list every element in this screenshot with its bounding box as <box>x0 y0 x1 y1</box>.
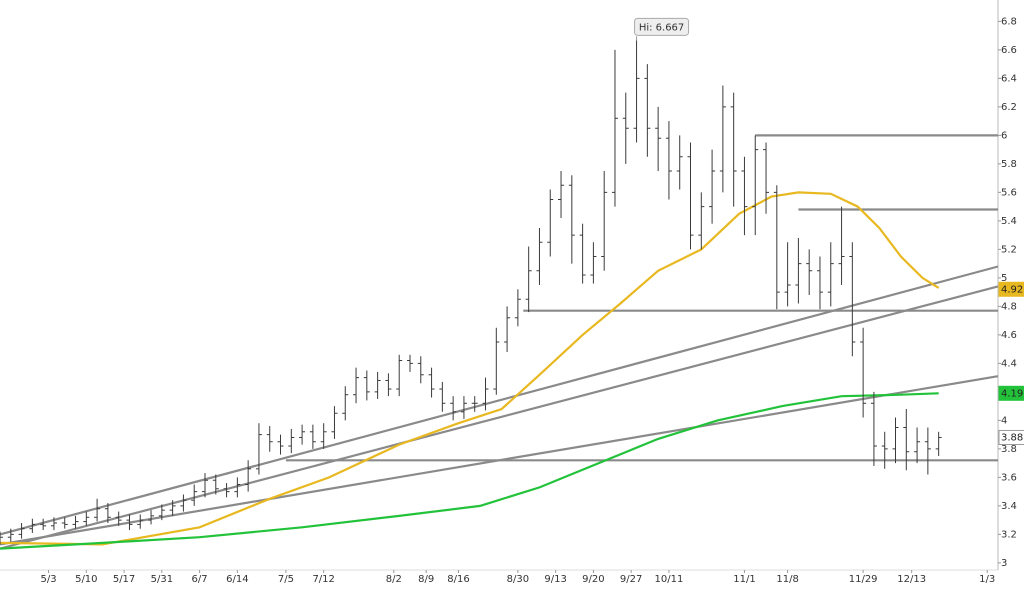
y-tick-label: 4 <box>1001 415 1007 426</box>
trend-line <box>0 285 999 550</box>
trend-line <box>0 375 999 546</box>
moving-average <box>0 392 939 550</box>
x-tick-label: 8/30 <box>507 574 529 585</box>
y-tick-label: 4.6 <box>1001 330 1017 341</box>
last-value-label: 4.19 <box>1001 388 1023 399</box>
x-tick-label: 9/20 <box>582 574 604 585</box>
x-tick-label: 5/3 <box>41 574 57 585</box>
y-tick-label: 4.8 <box>1001 301 1017 312</box>
x-tick-label: 11/29 <box>849 574 878 585</box>
y-tick-label: 6.2 <box>1001 102 1017 113</box>
x-tick-label: 8/9 <box>418 574 434 585</box>
y-tick-label: 6 <box>1001 130 1007 141</box>
moving-average <box>0 191 940 546</box>
y-tick-label: 3 <box>1001 558 1007 569</box>
y-tick-label: 3.2 <box>1001 529 1017 540</box>
y-tick-label: 6.6 <box>1001 45 1017 56</box>
x-tick-label: 9/27 <box>620 574 642 585</box>
x-tick-label: 5/17 <box>113 574 135 585</box>
x-tick-label: 5/10 <box>75 574 97 585</box>
y-tick-label: 5.2 <box>1001 244 1017 255</box>
x-tick-label: 9/13 <box>544 574 566 585</box>
last-value-box <box>998 429 1024 445</box>
last-value-box <box>998 385 1024 401</box>
y-tick-label: 3.8 <box>1001 444 1017 455</box>
last-value-label: 3.88 <box>1001 432 1023 443</box>
x-tick-label: 5/31 <box>151 574 173 585</box>
x-tick-label: 11/8 <box>776 574 798 585</box>
x-tick-label: 7/5 <box>278 574 294 585</box>
x-tick-label: 11/1 <box>733 574 755 585</box>
y-tick-label: 4.4 <box>1001 358 1017 369</box>
x-tick-label: 12/13 <box>897 574 926 585</box>
last-value-box <box>998 281 1024 297</box>
y-tick-label: 3.6 <box>1001 472 1017 483</box>
x-tick-label: 6/14 <box>226 574 248 585</box>
x-tick-label: 10/11 <box>655 574 684 585</box>
y-tick-label: 6.8 <box>1001 16 1017 27</box>
x-tick-label: 8/2 <box>386 574 402 585</box>
x-tick-label: 6/7 <box>192 574 208 585</box>
y-tick-label: 5 <box>1001 273 1007 284</box>
y-tick-label: 5.4 <box>1001 216 1017 227</box>
last-value-label: 4.92 <box>1001 284 1023 295</box>
hi-box <box>634 17 690 36</box>
hi-label: Hi: 6.667 <box>639 22 684 33</box>
y-tick-label: 5.6 <box>1001 187 1017 198</box>
y-tick-label: 6.4 <box>1001 73 1017 84</box>
x-tick-label: 8/16 <box>447 574 469 585</box>
y-tick-label: 5.8 <box>1001 159 1017 170</box>
x-tick-label: 1/3 <box>979 574 995 585</box>
x-tick-label: 7/12 <box>312 574 334 585</box>
y-tick-label: 3.4 <box>1001 501 1017 512</box>
trend-line <box>0 265 999 536</box>
